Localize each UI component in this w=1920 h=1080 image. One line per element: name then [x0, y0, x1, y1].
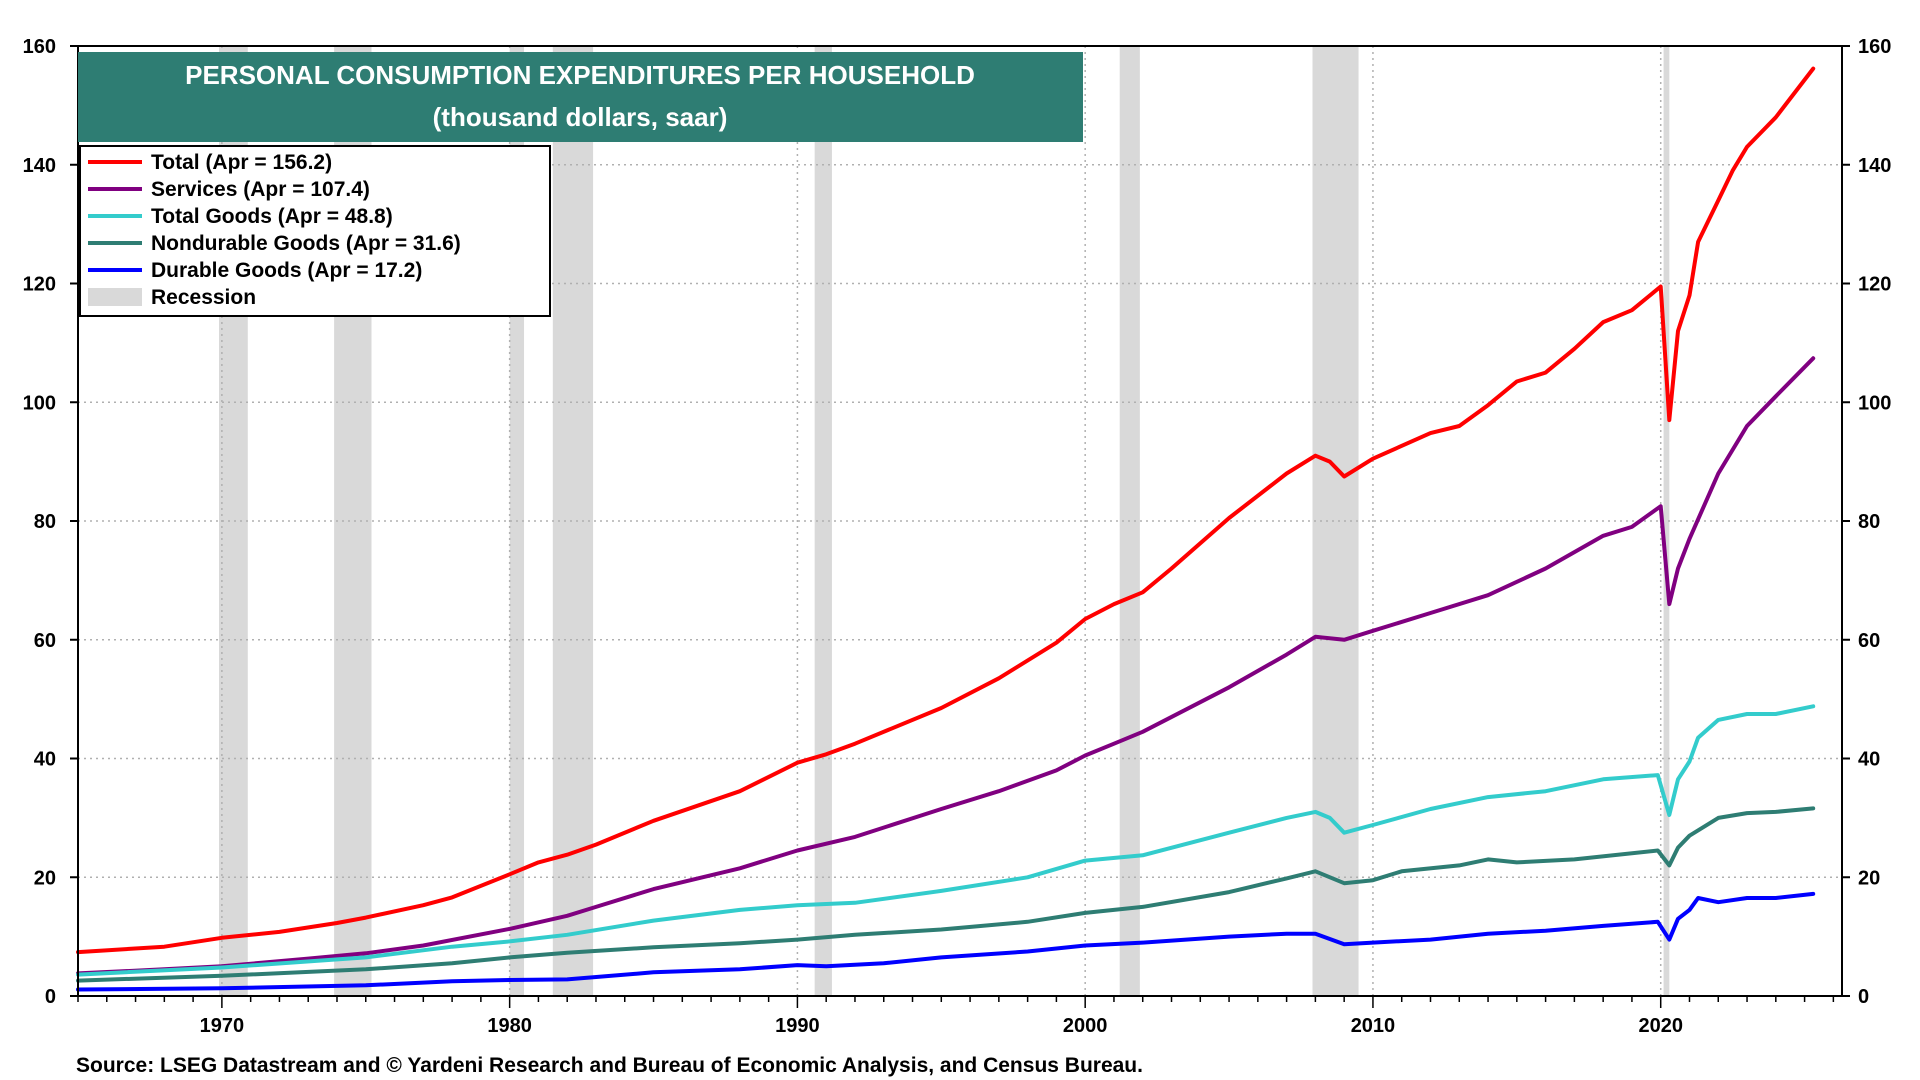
y-tick-label-right: 100: [1858, 392, 1891, 414]
y-tick-label-left: 100: [23, 392, 56, 414]
x-tick-label: 2010: [1351, 1015, 1396, 1037]
series-lines: [76, 66, 1816, 992]
legend-label-total: Total (Apr = 156.2): [151, 151, 332, 174]
y-tick-label-right: 20: [1858, 867, 1880, 889]
y-tick-label-left: 160: [23, 36, 56, 58]
y-axis-right: 0 20 40 60 80 100 120 140 160: [1842, 36, 1891, 1008]
recession-band: [1663, 46, 1670, 996]
x-tick-label: 1980: [487, 1015, 532, 1037]
series-line-durable-goods: [76, 891, 1816, 992]
y-tick-label-left: 80: [34, 511, 56, 533]
legend-swatch-recession: [88, 288, 142, 306]
y-tick-label-right: 140: [1858, 155, 1891, 177]
series-line-total-goods: [76, 704, 1816, 977]
y-tick-label-right: 40: [1858, 749, 1880, 771]
legend-label-services: Services (Apr = 107.4): [151, 178, 370, 201]
source-note: Source: LSEG Datastream and © Yardeni Re…: [76, 1054, 1143, 1077]
y-tick-label-left: 60: [34, 630, 56, 652]
y-tick-label-left: 140: [23, 155, 56, 177]
y-tick-label-left: 120: [23, 274, 56, 296]
legend-label-total-goods: Total Goods (Apr = 48.8): [151, 205, 393, 228]
series-line-nondurable-goods: [76, 806, 1816, 983]
title-box: PERSONAL CONSUMPTION EXPENDITURES PER HO…: [78, 52, 1083, 142]
y-tick-label-right: 80: [1858, 511, 1880, 533]
chart-subtitle: (thousand dollars, saar): [433, 102, 728, 132]
x-axis: 1970 1980 1990 2000 2010 2020: [77, 996, 1835, 1037]
x-tick-label: 2020: [1638, 1015, 1683, 1037]
legend: Total (Apr = 156.2) Services (Apr = 107.4…: [79, 145, 551, 317]
legend-label-durable-goods: Durable Goods (Apr = 17.2): [151, 259, 422, 282]
y-tick-label-right: 160: [1858, 36, 1891, 58]
y-tick-label-right: 120: [1858, 274, 1891, 296]
y-axis-left: 0 20 40 60 80 100 120 140 160: [23, 36, 78, 1008]
y-tick-label-right: 60: [1858, 630, 1880, 652]
series-line-services: [76, 356, 1816, 976]
chart-title: PERSONAL CONSUMPTION EXPENDITURES PER HO…: [185, 60, 975, 90]
legend-label-recession: Recession: [151, 286, 256, 309]
legend-box: [79, 145, 551, 317]
x-tick-label: 1990: [775, 1015, 820, 1037]
series-line-total: [76, 66, 1816, 955]
legend-label-nondurable-goods: Nondurable Goods (Apr = 31.6): [151, 232, 461, 255]
x-tick-label: 2000: [1063, 1015, 1108, 1037]
y-tick-label-left: 0: [45, 986, 56, 1008]
y-tick-label-left: 40: [34, 749, 56, 771]
y-tick-label-left: 20: [34, 867, 56, 889]
x-tick-label: 1970: [200, 1015, 245, 1037]
y-tick-label-right: 0: [1858, 986, 1869, 1008]
